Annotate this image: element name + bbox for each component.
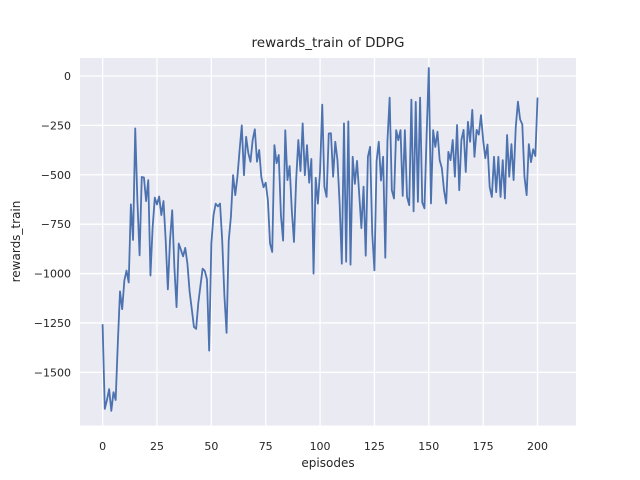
y-tick-label: −750 xyxy=(41,218,71,231)
x-axis-ticks: 0 25 50 75 100 125 150 175 200 xyxy=(99,440,548,453)
y-tick-label: 0 xyxy=(64,70,71,83)
x-tick-label: 175 xyxy=(473,440,494,453)
x-tick-label: 50 xyxy=(204,440,218,453)
x-tick-label: 200 xyxy=(527,440,548,453)
x-tick-label: 125 xyxy=(364,440,385,453)
series-line-rewards-train xyxy=(101,67,539,412)
y-tick-label: −1500 xyxy=(34,366,71,379)
y-tick-label: −1250 xyxy=(34,317,71,330)
x-tick-label: 75 xyxy=(259,440,273,453)
y-axis-ticks: 0 −250 −500 −750 −1000 −1250 −1500 xyxy=(34,70,71,379)
x-axis-label: episodes xyxy=(301,456,354,470)
x-tick-label: 0 xyxy=(99,440,106,453)
y-axis-label: rewards_train xyxy=(9,201,23,283)
x-tick-label: 25 xyxy=(150,440,164,453)
plot-area xyxy=(80,58,576,426)
x-tick-label: 100 xyxy=(310,440,331,453)
y-tick-label: −1000 xyxy=(34,268,71,281)
x-tick-label: 150 xyxy=(418,440,439,453)
chart-title: rewards_train of DDPG xyxy=(252,35,405,51)
y-tick-label: −250 xyxy=(41,119,71,132)
y-tick-label: −500 xyxy=(41,169,71,182)
